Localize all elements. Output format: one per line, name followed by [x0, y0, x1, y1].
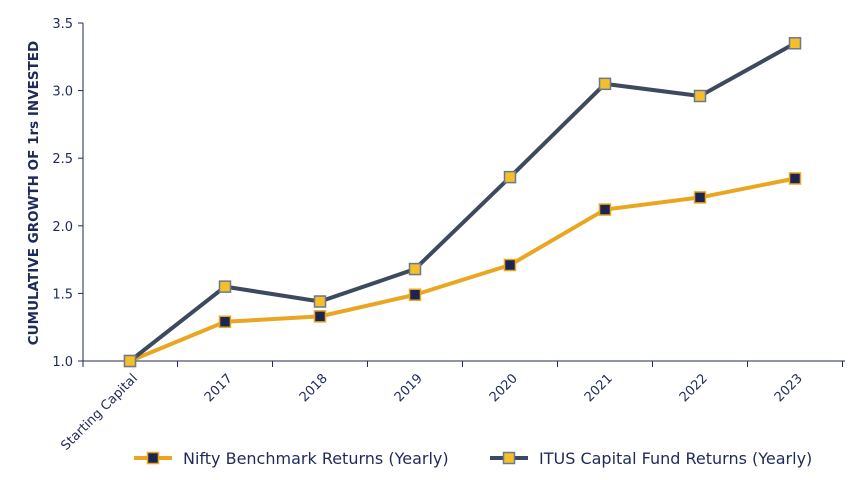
- data-point: [408, 288, 422, 302]
- x-tick-label: 2021: [582, 371, 616, 405]
- x-tick-label: 2022: [677, 371, 711, 405]
- data-point: [788, 37, 802, 50]
- legend-label-2: ITUS Capital Fund Returns (Yearly): [539, 449, 812, 468]
- legend-marker-2: [502, 451, 516, 465]
- x-tick-label: Starting Capital: [58, 371, 140, 453]
- data-point: [313, 295, 327, 308]
- x-tick-label: 2023: [772, 371, 806, 405]
- series-line-1: [128, 176, 797, 363]
- data-point: [693, 191, 707, 204]
- y-tick-label: 2.0: [52, 220, 73, 235]
- y-tick-label: 1.0: [52, 355, 73, 370]
- data-point: [408, 262, 422, 276]
- y-tick-label: 3.0: [52, 85, 73, 100]
- y-tick-label: 3.5: [52, 17, 73, 32]
- legend-marker-1: [146, 451, 160, 465]
- x-tick-label: 2020: [487, 371, 521, 405]
- data-point: [598, 77, 612, 91]
- x-tick-label: 2017: [202, 371, 236, 405]
- legend: Nifty Benchmark Returns (Yearly) ITUS Cap…: [134, 449, 812, 468]
- series-layer: [123, 37, 802, 368]
- x-tick-label: 2018: [297, 371, 331, 405]
- data-point: [693, 89, 707, 103]
- y-tick-label: 2.5: [52, 152, 73, 167]
- data-point: [218, 315, 232, 329]
- y-axis-title: CUMULATIVE GROWTH OF 1rs INVESTED: [26, 41, 42, 345]
- y-tick-label: 1.5: [52, 287, 73, 302]
- series-line-2: [128, 41, 797, 363]
- data-point: [598, 203, 612, 216]
- x-tick-label: 2019: [392, 371, 426, 405]
- legend-label-1: Nifty Benchmark Returns (Yearly): [183, 449, 449, 468]
- data-point: [788, 172, 802, 185]
- data-point: [123, 354, 137, 368]
- data-point: [503, 258, 517, 272]
- data-point: [503, 170, 517, 184]
- data-point: [218, 280, 232, 293]
- data-point: [313, 310, 327, 323]
